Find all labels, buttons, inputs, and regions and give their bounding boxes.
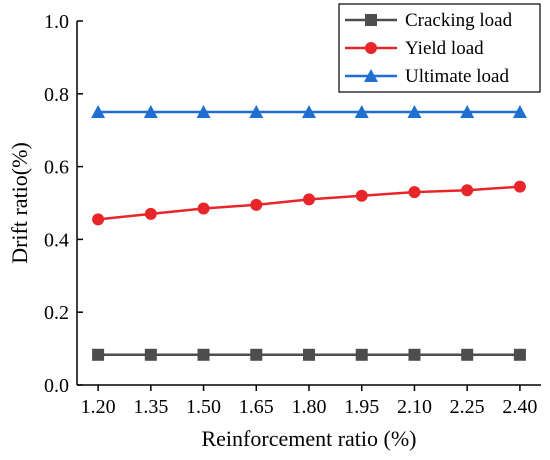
data-point-cracking-load bbox=[513, 348, 526, 361]
y-axis-title: Drift ratio(%) bbox=[7, 142, 32, 264]
series-ultimate-load bbox=[91, 105, 527, 118]
data-point-yield-load bbox=[144, 207, 157, 220]
data-point-ultimate-load bbox=[512, 105, 527, 118]
legend-label-ultimate-load: Ultimate load bbox=[405, 66, 509, 87]
data-point-yield-load bbox=[461, 184, 474, 197]
data-point-cracking-load bbox=[92, 348, 105, 361]
data-point-cracking-load bbox=[144, 348, 157, 361]
y-tick-label: 0.6 bbox=[44, 157, 69, 179]
data-point-ultimate-load bbox=[91, 105, 106, 118]
legend-marker-yield-load bbox=[365, 42, 377, 54]
y-tick-label: 0.4 bbox=[44, 229, 69, 251]
x-tick-label: 2.25 bbox=[450, 396, 485, 418]
legend-label-yield-load: Yield load bbox=[405, 38, 484, 59]
data-point-ultimate-load bbox=[407, 105, 422, 118]
x-tick-label: 1.50 bbox=[186, 396, 221, 418]
data-point-yield-load bbox=[513, 180, 526, 193]
y-tick-label: 0.2 bbox=[44, 302, 69, 324]
data-point-ultimate-load bbox=[302, 105, 316, 118]
y-tick-label: 0.8 bbox=[44, 84, 69, 106]
x-tick-label: 2.10 bbox=[397, 396, 432, 418]
data-point-yield-load bbox=[250, 198, 263, 211]
data-point-ultimate-load bbox=[143, 105, 158, 118]
x-tick-label: 1.35 bbox=[133, 396, 168, 418]
data-point-cracking-load bbox=[197, 348, 210, 361]
data-point-yield-load bbox=[303, 193, 315, 206]
legend: Cracking load Yield load Ultimate load bbox=[338, 3, 541, 93]
data-point-cracking-load bbox=[408, 348, 421, 361]
legend-marker-cracking-load bbox=[365, 14, 377, 26]
data-point-yield-load bbox=[408, 186, 421, 199]
data-point-ultimate-load bbox=[354, 105, 369, 118]
data-point-cracking-load bbox=[461, 348, 474, 361]
x-tick-label: 1.95 bbox=[344, 396, 379, 418]
x-axis-title: Reinforcement ratio (%) bbox=[201, 426, 416, 451]
x-tick-label: 2.40 bbox=[502, 396, 537, 418]
legend-marker-ultimate-load bbox=[364, 69, 378, 82]
series-yield-load bbox=[92, 180, 526, 226]
y-tick-label: 1.0 bbox=[44, 11, 69, 33]
y-tick-label: 0.0 bbox=[44, 375, 69, 397]
data-point-yield-load bbox=[197, 202, 210, 215]
data-point-ultimate-load bbox=[249, 105, 264, 118]
axes: 0.0 0.2 0.4 0.6 0.8 1.0 1.20 1.35 1.50 1.65 1.80 1.… bbox=[44, 11, 541, 418]
x-tick-label: 1.20 bbox=[81, 396, 116, 418]
data-point-cracking-load bbox=[355, 348, 368, 361]
data-point-yield-load bbox=[92, 213, 105, 226]
data-point-ultimate-load bbox=[460, 105, 475, 118]
data-point-cracking-load bbox=[303, 348, 315, 361]
x-tick-label: 1.65 bbox=[239, 396, 274, 418]
data-point-ultimate-load bbox=[196, 105, 211, 118]
series-cracking-load bbox=[92, 348, 526, 361]
legend-label-cracking-load: Cracking load bbox=[405, 10, 513, 31]
data-point-yield-load bbox=[355, 189, 368, 202]
data-point-cracking-load bbox=[250, 348, 263, 361]
x-tick-label: 1.80 bbox=[292, 396, 327, 418]
plot-area bbox=[91, 105, 527, 361]
